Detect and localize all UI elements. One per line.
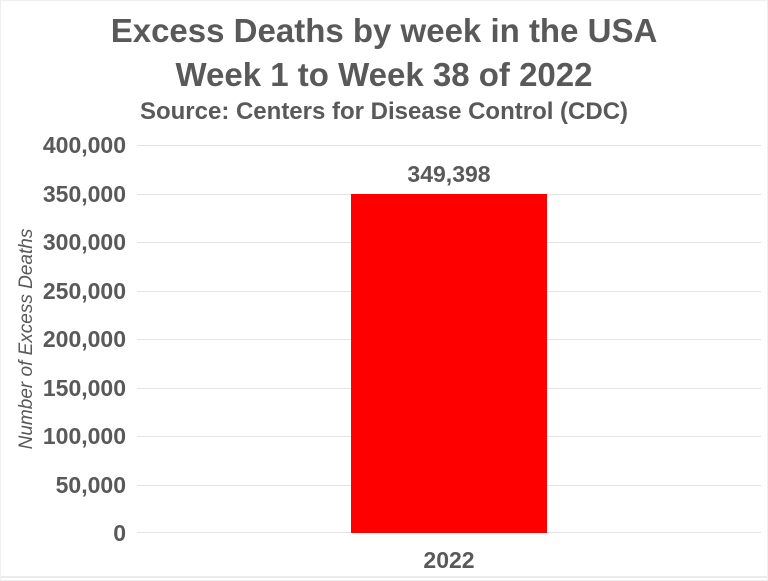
y-tick-label: 400,000 [42, 132, 126, 158]
y-tick-label: 0 [113, 520, 126, 546]
plot-area: 349,398 [137, 145, 761, 533]
y-tick-label: 150,000 [42, 375, 126, 401]
y-tick-label: 50,000 [55, 472, 126, 498]
y-tick-label: 350,000 [42, 181, 126, 207]
y-tick-label: 250,000 [42, 278, 126, 304]
chart-title-line2: Week 1 to Week 38 of 2022 [175, 56, 593, 93]
bar-2022 [351, 194, 547, 533]
chart-title-line1: Excess Deaths by week in the USA [110, 12, 658, 49]
chart-subtitle: Source: Centers for Disease Control (CDC… [139, 98, 629, 125]
y-tick-labels: 0 50,000 100,000 150,000 200,000 250,000 300,0… [1, 132, 126, 546]
y-tick-label: 300,000 [42, 229, 126, 255]
y-tick-label: 100,000 [42, 423, 126, 449]
gridline [137, 145, 761, 146]
x-tick-label-2022: 2022 [423, 547, 475, 573]
data-label-2022: 349,398 [407, 161, 491, 187]
y-tick-label: 200,000 [42, 326, 126, 352]
chart-bottom-border [1, 576, 767, 578]
